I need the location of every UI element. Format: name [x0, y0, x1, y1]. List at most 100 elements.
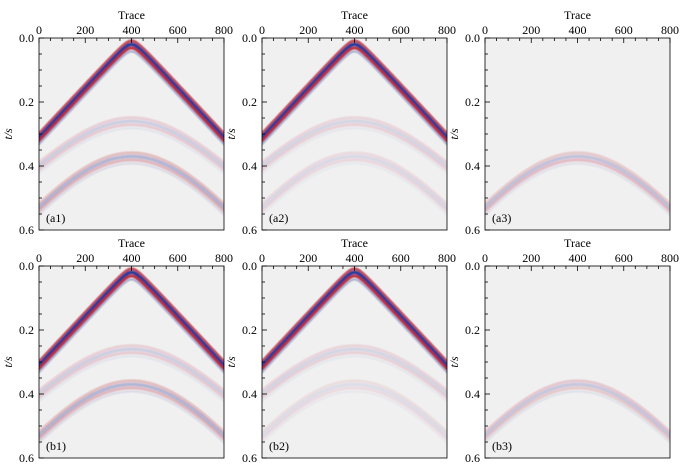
x-tick-label: 600 — [169, 251, 187, 265]
y-tick-label: 0.6 — [19, 451, 34, 465]
y-tick-label: 0.4 — [19, 387, 34, 401]
x-tick-label: 0 — [482, 23, 488, 37]
y-tick-label: 0.0 — [19, 31, 34, 45]
x-tick-label: 600 — [615, 23, 633, 37]
panel-background — [39, 266, 224, 458]
wavefield — [485, 151, 670, 216]
y-axis-label: t/s — [1, 128, 15, 140]
seismic-panel: 0 200 400 600 800 0.0 0.2 0.4 0.6 Trace t/s (a1) — [1, 8, 233, 237]
y-tick-label: 0.2 — [19, 323, 34, 337]
reflection-wavefront — [39, 154, 224, 210]
reflection-wavefront — [39, 127, 224, 175]
wavefield — [262, 39, 447, 216]
reflection-wavefront — [39, 123, 224, 172]
reflection-wavefront — [262, 151, 447, 206]
x-axis-label: Trace — [564, 236, 591, 250]
direct-wavefront — [262, 274, 447, 371]
y-tick-label: 0.4 — [19, 159, 34, 173]
reflection-wavefront — [262, 382, 447, 438]
reflection-wavefront — [262, 355, 447, 403]
reflection-wavefront — [262, 116, 447, 164]
x-axis-label: Trace — [118, 8, 145, 22]
reflection-wavefront — [485, 162, 670, 216]
y-tick-label: 0.6 — [242, 451, 257, 465]
reflection-wavefront — [485, 382, 670, 438]
x-tick-label: 0 — [36, 23, 42, 37]
panel-label: (b2) — [269, 439, 289, 453]
direct-wavefront — [39, 50, 224, 146]
y-tick-label: 0.0 — [242, 31, 257, 45]
reflection-wavefront — [262, 162, 447, 216]
y-tick-label: 0.0 — [242, 259, 257, 273]
y-tick-label: 0.2 — [242, 95, 257, 109]
y-tick-label: 0.2 — [465, 323, 480, 337]
x-axis-label: Trace — [118, 236, 145, 250]
reflection-wavefront — [485, 154, 670, 210]
reflection-wavefront — [262, 154, 447, 210]
x-tick-label: 800 — [438, 251, 456, 265]
y-tick-label: 0.0 — [465, 259, 480, 273]
reflection-wavefront — [262, 127, 447, 175]
wavefield — [39, 39, 224, 216]
reflection-wavefront — [262, 119, 447, 168]
y-tick-label: 0.2 — [242, 323, 257, 337]
x-tick-label: 200 — [76, 23, 94, 37]
reflection-wavefront — [39, 382, 224, 438]
x-tick-label: 400 — [346, 251, 364, 265]
x-tick-label: 0 — [36, 251, 42, 265]
panel-label: (b3) — [492, 439, 512, 453]
x-tick-label: 600 — [392, 23, 410, 37]
x-tick-label: 200 — [76, 251, 94, 265]
y-tick-label: 0.6 — [465, 451, 480, 465]
y-tick-label: 0.6 — [19, 223, 34, 237]
seismic-panel: 0 200 400 600 800 0.0 0.2 0.4 0.6 Trace t/s (b1) — [1, 236, 233, 465]
seismic-panel: 0 200 400 600 800 0.0 0.2 0.4 0.6 Trace t/s (b2) — [224, 236, 456, 465]
y-axis-label: t/s — [447, 356, 461, 368]
reflection-wavefront — [39, 162, 224, 216]
x-tick-label: 800 — [661, 23, 679, 37]
reflection-wavefront — [485, 390, 670, 444]
seismic-panel: 0 200 400 600 800 0.0 0.2 0.4 0.6 Trace t/s (a2) — [224, 8, 456, 237]
direct-wavefront — [39, 274, 224, 371]
reflection-wavefront — [39, 386, 224, 441]
x-tick-label: 600 — [169, 23, 187, 37]
y-axis-label: t/s — [224, 128, 238, 140]
panel-label: (a1) — [46, 211, 65, 225]
x-tick-label: 0 — [259, 251, 265, 265]
panel-label: (a2) — [269, 211, 288, 225]
y-tick-label: 0.4 — [465, 387, 480, 401]
seismic-panel: 0 200 400 600 800 0.0 0.2 0.4 0.6 Trace t/s (b3) — [447, 236, 679, 465]
reflection-wavefront — [262, 158, 447, 213]
x-tick-label: 200 — [299, 251, 317, 265]
y-axis-label: t/s — [447, 128, 461, 140]
direct-wavefront — [262, 278, 447, 374]
direct-wavefront — [262, 270, 447, 367]
reflection-wavefront — [39, 379, 224, 434]
seismic-panel: 0 200 400 600 800 0.0 0.2 0.4 0.6 Trace t/s (a3) — [447, 8, 679, 237]
x-tick-label: 800 — [438, 23, 456, 37]
x-axis-label: Trace — [564, 8, 591, 22]
reflection-wavefront — [39, 390, 224, 444]
panel-background — [262, 266, 447, 458]
y-tick-label: 0.4 — [242, 387, 257, 401]
y-tick-label: 0.0 — [465, 31, 480, 45]
direct-wavefront — [262, 50, 447, 146]
x-axis-label: Trace — [341, 236, 368, 250]
reflection-wavefront — [39, 116, 224, 164]
x-tick-label: 200 — [522, 251, 540, 265]
reflection-wavefront — [262, 344, 447, 392]
x-tick-label: 600 — [392, 251, 410, 265]
reflection-wavefront — [485, 386, 670, 441]
x-tick-label: 800 — [661, 251, 679, 265]
x-tick-label: 200 — [522, 23, 540, 37]
x-tick-label: 400 — [123, 23, 141, 37]
reflection-wavefront — [39, 344, 224, 392]
reflection-wavefront — [485, 158, 670, 213]
direct-wavefront — [39, 42, 224, 139]
panel-background — [485, 266, 670, 458]
y-tick-label: 0.2 — [465, 95, 480, 109]
y-tick-label: 0.6 — [465, 223, 480, 237]
reflection-wavefront — [39, 119, 224, 168]
panel-label: (a3) — [492, 211, 511, 225]
